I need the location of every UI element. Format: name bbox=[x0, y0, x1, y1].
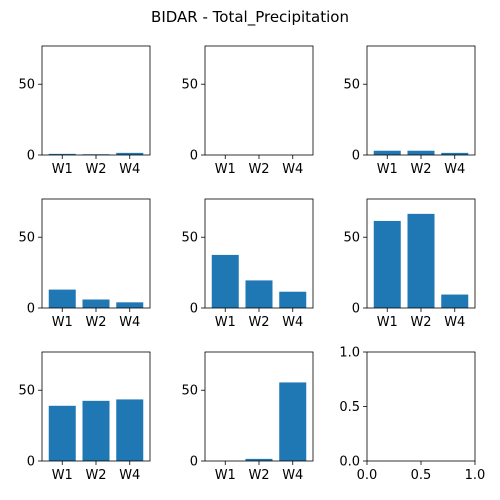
x-tick-label: W4 bbox=[444, 315, 465, 330]
y-tick-label: 50 bbox=[18, 78, 35, 93]
bar-w1 bbox=[374, 221, 401, 308]
subplot-grid: W1 W2 W4 0 50 W1 W2 W4 0 50 W1 W2 W4 0 50 W1 W2 W4 0 50 W1 W2… bbox=[18, 46, 485, 483]
y-tick-label: 0 bbox=[27, 302, 35, 317]
x-tick-label: W2 bbox=[410, 315, 431, 330]
x-tick-label: W2 bbox=[85, 315, 106, 330]
y-tick-label: 50 bbox=[181, 384, 198, 399]
bar-w1 bbox=[49, 406, 76, 461]
bar-w2 bbox=[83, 300, 110, 308]
subplot-5: W1 W2 W4 0 50 bbox=[181, 199, 313, 330]
bar-w2 bbox=[408, 151, 435, 155]
x-tick-label: W4 bbox=[282, 162, 303, 177]
y-tick-label: 50 bbox=[343, 231, 360, 246]
x-tick-label: W2 bbox=[248, 468, 269, 483]
bar-w1 bbox=[374, 151, 401, 155]
y-tick-label: 50 bbox=[181, 231, 198, 246]
subplot-9: 0.0 0.5 1.0 0.0 0.5 1.0 bbox=[339, 346, 485, 484]
subplot-4: W1 W2 W4 0 50 bbox=[18, 199, 150, 330]
axes-frame bbox=[367, 352, 475, 461]
x-tick-label: W1 bbox=[377, 315, 398, 330]
y-tick-label: 0 bbox=[190, 149, 198, 164]
y-tick-label: 0 bbox=[190, 302, 198, 317]
y-tick-label: 50 bbox=[343, 78, 360, 93]
subplot-1: W1 W2 W4 0 50 bbox=[18, 46, 150, 177]
x-tick-label: W1 bbox=[52, 162, 73, 177]
bar-w2 bbox=[246, 280, 273, 308]
y-tick-label: 0 bbox=[190, 455, 198, 470]
y-tick-label: 50 bbox=[18, 384, 35, 399]
x-tick-label: 0.0 bbox=[357, 468, 378, 483]
y-tick-label: 50 bbox=[181, 78, 198, 93]
bar-w2 bbox=[83, 401, 110, 461]
x-tick-label: W1 bbox=[377, 162, 398, 177]
x-tick-label: W4 bbox=[119, 315, 140, 330]
y-tick-label: 0.0 bbox=[339, 455, 360, 470]
x-tick-label: W4 bbox=[119, 468, 140, 483]
subplot-8: W1 W2 W4 0 50 bbox=[181, 352, 313, 483]
y-tick-label: 0 bbox=[27, 455, 35, 470]
y-tick-label: 0 bbox=[352, 302, 360, 317]
x-tick-label: 1.0 bbox=[465, 468, 486, 483]
x-tick-label: W1 bbox=[215, 468, 236, 483]
subplot-7: W1 W2 W4 0 50 bbox=[18, 352, 150, 483]
subplot-2: W1 W2 W4 0 50 bbox=[181, 46, 313, 177]
x-tick-label: W4 bbox=[282, 315, 303, 330]
bar-w2 bbox=[408, 214, 435, 308]
y-tick-label: 50 bbox=[18, 231, 35, 246]
x-tick-label: W1 bbox=[215, 162, 236, 177]
axes-frame bbox=[42, 46, 150, 155]
bar-w1 bbox=[212, 255, 239, 308]
y-tick-label: 0 bbox=[27, 149, 35, 164]
x-tick-label: W4 bbox=[444, 162, 465, 177]
bar-w4 bbox=[116, 302, 143, 308]
bar-w4 bbox=[116, 399, 143, 461]
axes-frame bbox=[205, 46, 313, 155]
x-tick-label: W2 bbox=[85, 468, 106, 483]
bar-w4 bbox=[279, 382, 306, 461]
axes-frame bbox=[367, 46, 475, 155]
y-tick-label: 0.5 bbox=[339, 400, 360, 415]
y-tick-label: 1.0 bbox=[339, 346, 360, 361]
subplot-3: W1 W2 W4 0 50 bbox=[343, 46, 475, 177]
y-tick-label: 0 bbox=[352, 149, 360, 164]
figure-title: BIDAR - Total_Precipitation bbox=[151, 8, 349, 27]
x-tick-label: W1 bbox=[52, 468, 73, 483]
subplot-6: W1 W2 W4 0 50 bbox=[343, 199, 475, 330]
x-tick-label: W4 bbox=[119, 162, 140, 177]
x-tick-label: W2 bbox=[248, 162, 269, 177]
x-tick-label: W1 bbox=[215, 315, 236, 330]
x-tick-label: W2 bbox=[85, 162, 106, 177]
x-tick-label: W1 bbox=[52, 315, 73, 330]
bar-w4 bbox=[279, 292, 306, 308]
x-tick-label: W2 bbox=[248, 315, 269, 330]
bar-w1 bbox=[49, 290, 76, 308]
x-tick-label: W2 bbox=[410, 162, 431, 177]
x-tick-label: 0.5 bbox=[411, 468, 432, 483]
x-tick-label: W4 bbox=[282, 468, 303, 483]
bar-w4 bbox=[441, 295, 468, 308]
